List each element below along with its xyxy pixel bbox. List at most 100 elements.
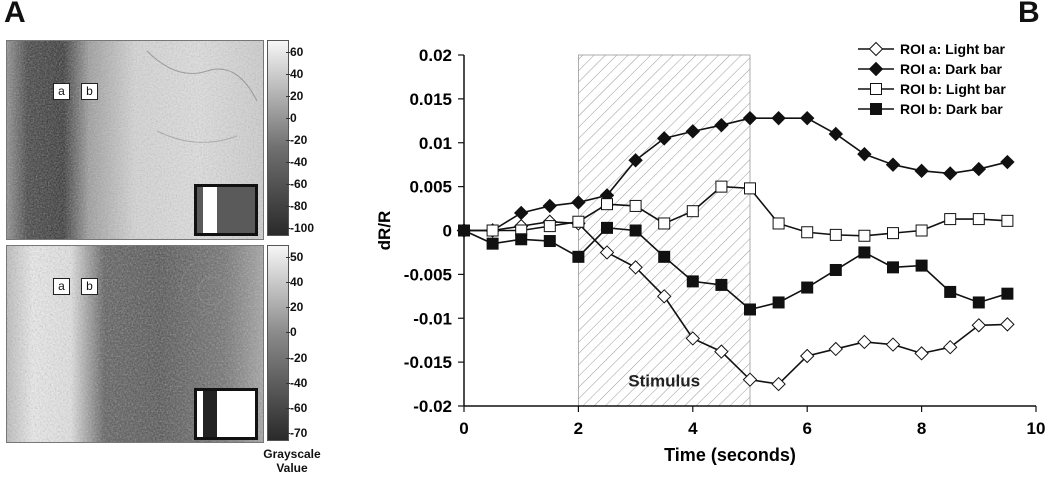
colorbar-label-line2: Value xyxy=(276,461,308,475)
data-point xyxy=(799,348,815,364)
data-point xyxy=(942,340,958,355)
roi-b-label: b xyxy=(81,83,98,100)
data-point xyxy=(944,285,957,298)
colorbar-tick-label: -60 xyxy=(285,400,308,415)
y-tick-label: -0.015 xyxy=(404,353,452,372)
colorbar-tick-label: 0 xyxy=(286,110,297,125)
data-point xyxy=(972,213,985,226)
data-point xyxy=(742,372,758,387)
data-point xyxy=(799,110,815,126)
colorbar-tick-label: -40 xyxy=(285,155,308,169)
data-point xyxy=(571,195,586,210)
data-point xyxy=(915,259,928,272)
data-point xyxy=(829,263,842,276)
colorbar-tick-label: 50 xyxy=(285,249,304,264)
data-point xyxy=(656,131,672,146)
panel-a-label: A xyxy=(4,0,26,29)
data-point xyxy=(914,346,929,361)
x-tick-label: 4 xyxy=(688,419,698,438)
panel-b-label: B xyxy=(1018,0,1040,29)
data-point xyxy=(868,61,884,77)
y-tick-label: 0.015 xyxy=(409,90,452,109)
data-point xyxy=(772,296,785,309)
data-point xyxy=(458,224,470,237)
data-point xyxy=(942,166,958,181)
colorbar-tick-label: 40 xyxy=(285,66,304,81)
roi-a-label: a xyxy=(53,83,70,100)
legend-entry: ROI b: Light bar xyxy=(900,81,1006,97)
colorbar-tick-label: 40 xyxy=(285,274,304,289)
data-point xyxy=(714,344,729,359)
colorbar-label: Grayscale Value xyxy=(262,447,322,475)
data-point xyxy=(543,220,556,233)
data-point xyxy=(685,124,701,139)
roi-b-label: b xyxy=(81,278,98,295)
data-point xyxy=(543,235,556,248)
data-point xyxy=(714,117,729,133)
data-point xyxy=(885,157,901,172)
data-point xyxy=(685,331,701,346)
y-tick-label: 0 xyxy=(443,222,452,241)
data-point xyxy=(715,278,728,291)
stimulus-inset-light-bar xyxy=(194,184,258,236)
data-point xyxy=(772,217,785,230)
colorbar-tick-label: -70 xyxy=(285,426,308,441)
colorbar-top xyxy=(267,40,289,236)
y-tick-label: -0.005 xyxy=(404,265,452,284)
y-tick-label: -0.02 xyxy=(413,397,452,416)
data-point xyxy=(742,110,758,126)
data-point xyxy=(858,246,871,259)
data-point xyxy=(658,217,671,230)
data-point xyxy=(972,296,985,309)
x-tick-label: 0 xyxy=(459,419,468,438)
data-point xyxy=(628,153,643,168)
data-point xyxy=(857,146,872,162)
y-tick-label: 0.02 xyxy=(419,46,452,65)
colorbar-tick-label: -80 xyxy=(285,199,308,214)
colorbar-tick-label: -60 xyxy=(285,177,308,192)
data-point xyxy=(686,275,699,288)
x-tick-label: 2 xyxy=(574,419,583,438)
data-point xyxy=(857,334,872,350)
y-tick-label: -0.01 xyxy=(413,309,452,328)
optical-image-dark-bar: a b xyxy=(6,245,264,443)
colorbar-tick-label: 0 xyxy=(286,325,297,340)
data-point xyxy=(1000,317,1015,332)
data-point xyxy=(944,213,957,226)
data-point xyxy=(858,229,871,242)
colorbar-tick-label: -20 xyxy=(285,132,308,147)
colorbar-tick-label: -100 xyxy=(285,221,315,236)
data-point xyxy=(656,289,672,304)
data-point xyxy=(486,237,499,250)
optical-image-light-bar-texture xyxy=(7,41,263,239)
legend: ROI a: Light bar ROI a: Dark bar ROI b: Li… xyxy=(858,41,1006,117)
data-point xyxy=(601,221,613,234)
time-course-chart: Stimulus 0.02 0.015 0.01 0.005 0 -0.005 -0.01 -0… xyxy=(375,41,1046,465)
legend-entry: ROI b: Dark bar xyxy=(900,101,1003,117)
data-point xyxy=(870,83,882,95)
data-point xyxy=(1001,214,1014,227)
data-point xyxy=(599,245,615,260)
x-tick-label: 6 xyxy=(802,419,811,438)
colorbar-tick-label: -20 xyxy=(285,350,308,365)
data-point xyxy=(515,233,528,246)
stimulus-label: Stimulus xyxy=(628,372,700,391)
x-tick-label: 10 xyxy=(1027,419,1046,438)
data-point xyxy=(828,126,844,142)
data-point xyxy=(887,227,899,240)
data-point xyxy=(870,103,882,115)
data-point xyxy=(887,261,899,274)
stimulus-inset-dark-bar xyxy=(194,388,258,440)
data-point xyxy=(629,224,642,237)
data-point xyxy=(715,180,728,193)
data-point xyxy=(513,205,529,221)
y-tick-label: 0.005 xyxy=(409,178,452,197)
colorbar-label-line1: Grayscale xyxy=(263,447,321,461)
data-point xyxy=(658,250,671,263)
data-point xyxy=(686,205,699,218)
data-point xyxy=(915,224,928,237)
data-point xyxy=(572,250,585,263)
data-point xyxy=(744,303,756,316)
data-point xyxy=(801,281,814,294)
data-point xyxy=(828,341,844,357)
